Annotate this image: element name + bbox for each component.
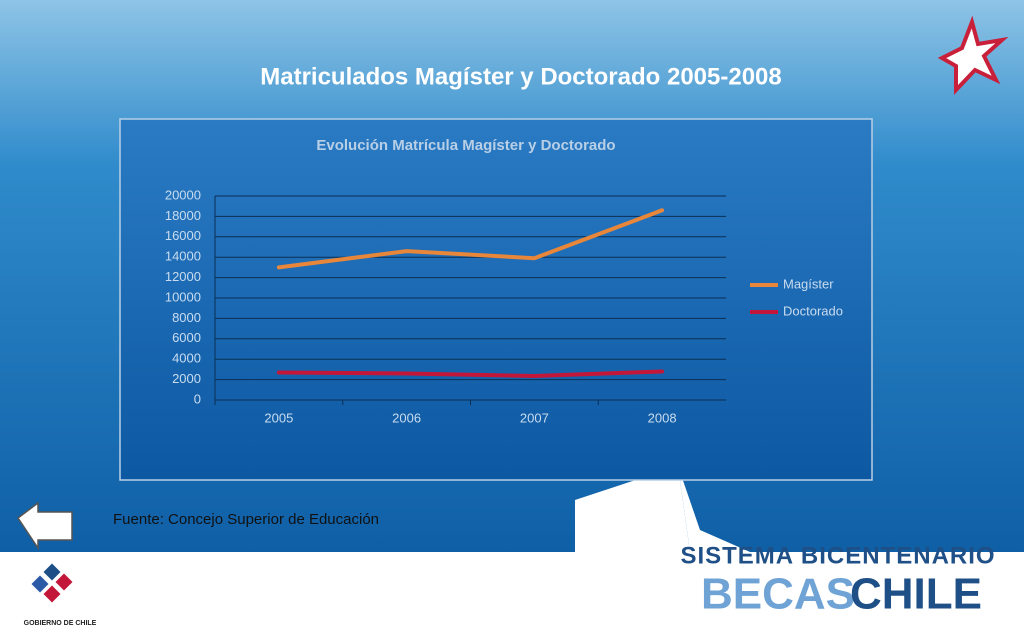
- decor-fin: [678, 466, 750, 552]
- decor-fin: [575, 466, 690, 552]
- gov-logo: [55, 573, 73, 591]
- x-tick-label: 2006: [392, 410, 421, 425]
- y-tick-label: 8000: [172, 310, 201, 325]
- slide-title: Matriculados Magíster y Doctorado 2005-2…: [260, 63, 782, 90]
- legend-label: Doctorado: [783, 303, 843, 318]
- brand-top: SISTEMA BICENTENARIO: [680, 542, 995, 569]
- gov-name: GOBIERNO DE CHILE: [24, 620, 97, 627]
- x-tick-label: 2005: [264, 410, 293, 425]
- y-tick-label: 0: [194, 391, 201, 406]
- y-tick-label: 14000: [165, 249, 201, 264]
- data-line: [276, 208, 665, 270]
- back-arrow[interactable]: [16, 501, 73, 551]
- source-note: Fuente: Concejo Superior de Educación: [113, 511, 379, 528]
- star-logo: [937, 15, 1009, 96]
- y-tick-label: 12000: [165, 269, 201, 284]
- y-tick-label: 4000: [172, 351, 201, 366]
- y-tick-label: 10000: [165, 289, 201, 304]
- y-tick-label: 6000: [172, 330, 201, 345]
- y-tick-label: 20000: [165, 187, 201, 202]
- y-tick-label: 16000: [165, 228, 201, 243]
- y-tick-label: 2000: [172, 371, 201, 386]
- legend-label: Magíster: [783, 276, 834, 291]
- chart-box: [119, 118, 873, 481]
- data-line: [276, 369, 665, 379]
- x-tick-label: 2008: [648, 410, 677, 425]
- gov-logo: [43, 563, 61, 581]
- x-tick-label: 2007: [520, 410, 549, 425]
- brand-left: BECAS: [701, 570, 855, 619]
- gov-logo: [31, 575, 49, 593]
- y-tick-label: 18000: [165, 208, 201, 223]
- chart-title: Evolución Matrícula Magíster y Doctorado: [316, 137, 615, 154]
- gov-logo: [43, 585, 61, 603]
- brand-right: CHILE: [850, 570, 982, 619]
